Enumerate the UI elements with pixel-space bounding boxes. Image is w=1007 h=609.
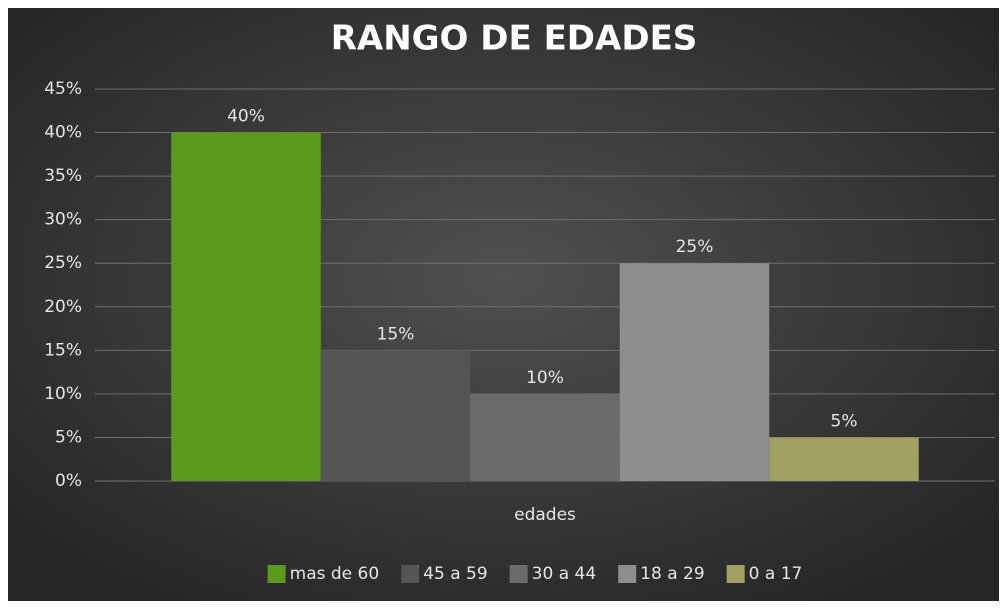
legend-label: 45 a 59 xyxy=(423,564,488,584)
y-tick-label: 5% xyxy=(55,427,82,447)
legend-swatch xyxy=(726,565,745,583)
y-tick-label: 15% xyxy=(44,340,82,360)
legend-swatch xyxy=(509,565,528,583)
legend-swatch xyxy=(618,565,637,583)
legend-label: 18 a 29 xyxy=(640,564,705,584)
chart-title: RANGO DE EDADES xyxy=(331,19,698,59)
chart-background xyxy=(8,8,999,601)
y-tick-label: 25% xyxy=(44,253,82,273)
bar xyxy=(171,132,321,482)
y-tick-label: 20% xyxy=(44,297,82,317)
data-label: 15% xyxy=(377,324,415,344)
bar xyxy=(470,393,620,481)
legend-label: 30 a 44 xyxy=(532,564,597,584)
y-tick-label: 30% xyxy=(44,210,82,230)
x-tick-label: edades xyxy=(514,505,576,525)
y-tick-label: 40% xyxy=(44,123,82,143)
y-tick-label: 45% xyxy=(44,79,82,99)
data-label: 5% xyxy=(831,411,858,431)
y-tick-label: 0% xyxy=(55,471,82,491)
legend-swatch xyxy=(401,565,420,583)
data-label: 25% xyxy=(676,237,714,257)
legend-label: 0 a 17 xyxy=(749,564,803,584)
legend-swatch xyxy=(267,565,286,583)
y-tick-label: 35% xyxy=(44,166,82,186)
legend-label: mas de 60 xyxy=(290,564,380,584)
data-label: 40% xyxy=(227,107,265,127)
bar xyxy=(320,350,471,481)
bar xyxy=(769,437,919,481)
y-tick-label: 10% xyxy=(44,384,82,404)
data-label: 10% xyxy=(526,368,564,388)
bar xyxy=(619,263,770,481)
